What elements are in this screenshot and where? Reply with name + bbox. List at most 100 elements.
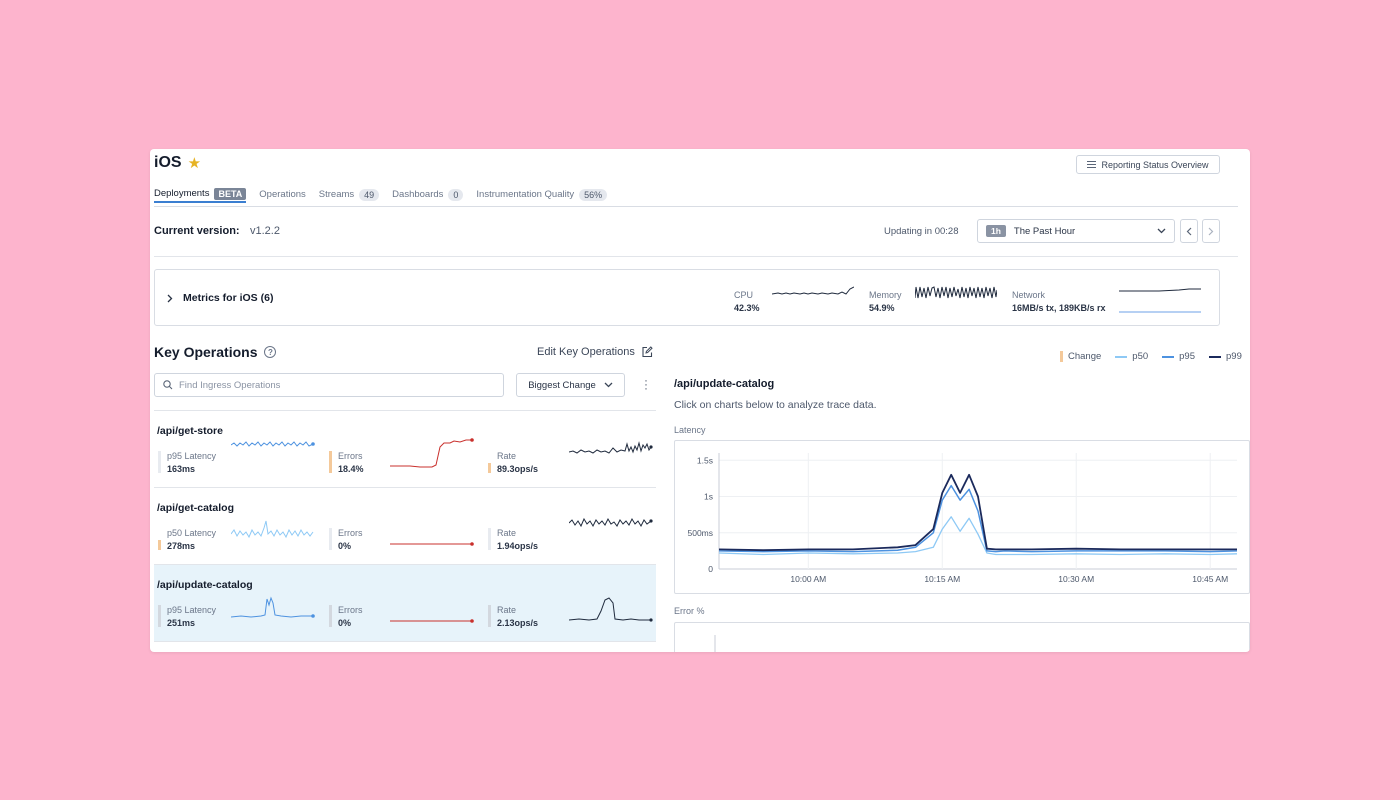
legend-p50[interactable]: p50 (1115, 351, 1148, 362)
tab-bar: Deployments BETA Operations Streams 49 D… (154, 186, 608, 203)
p50-swatch (1115, 355, 1128, 358)
rate-value: 1.94ops/s (497, 541, 539, 551)
errors-sparkline (390, 619, 474, 623)
change-bar (158, 605, 161, 627)
change-bar (488, 605, 491, 627)
network-metric: Network 16MB/s tx, 189KB/s rx (1012, 290, 1106, 313)
latency-chart-svg[interactable]: 0 500ms 1s 1.5s 10:00 AM 10:15 AM 10:30 AM 10:4… (675, 441, 1250, 595)
metrics-panel: Metrics for iOS (6) CPU 42.3% Memory 54.… (154, 269, 1220, 326)
errors-value: 18.4% (338, 464, 364, 474)
tab-instrumentation-quality[interactable]: Instrumentation Quality 56% (476, 186, 608, 203)
latency-sparkline (231, 596, 315, 618)
version-divider (154, 256, 1238, 257)
series-line-p95 (718, 484, 1238, 553)
search-field[interactable] (154, 373, 504, 397)
search-input[interactable] (179, 379, 479, 391)
help-icon[interactable]: ? (264, 346, 277, 358)
detail-hint: Click on charts below to analyze trace d… (674, 399, 877, 411)
memory-metric: Memory 54.9% (869, 290, 902, 313)
chevron-down-icon (604, 382, 613, 388)
change-bar (329, 451, 332, 473)
previous-range-button[interactable] (1180, 219, 1198, 243)
rate-sparkline (569, 597, 653, 622)
operation-row-get-store[interactable]: /api/get-store p95 Latency 163ms Errors … (154, 411, 656, 488)
errors-label: Errors (338, 605, 363, 615)
edit-key-operations-button[interactable]: Edit Key Operations (537, 346, 653, 358)
beta-badge: BETA (214, 187, 247, 200)
rate-stat: Rate 2.13ops/s (488, 605, 538, 628)
reporting-status-label: Reporting Status Overview (1101, 159, 1209, 170)
rate-label: Rate (497, 605, 517, 615)
latency-stat: p50 Latency 278ms (158, 528, 216, 551)
tab-dashboards[interactable]: Dashboards 0 (392, 186, 464, 203)
rate-stat: Rate 1.94ops/s (488, 528, 538, 551)
legend-change[interactable]: Change (1060, 351, 1101, 362)
x-tick-label: 10:00 AM (790, 574, 826, 584)
star-icon[interactable]: ★ (187, 155, 202, 172)
operations-divider (154, 410, 656, 411)
errors-value: 0% (338, 541, 352, 551)
chevron-left-icon (1186, 227, 1192, 235)
tab-operations[interactable]: Operations (259, 186, 305, 203)
key-operations-title: Key Operations (154, 344, 258, 360)
app-window: iOS ★ Reporting Status Overview Deployme… (150, 149, 1250, 652)
error-chart[interactable] (674, 622, 1250, 652)
metrics-toggle[interactable]: Metrics for iOS (6) (167, 292, 273, 304)
current-version-label: Current version: (154, 225, 240, 237)
latency-stat: p95 Latency 163ms (158, 451, 216, 474)
more-options-icon[interactable]: · · · (644, 373, 648, 395)
legend-p95[interactable]: p95 (1162, 351, 1195, 362)
cpu-sparkline (772, 286, 854, 295)
tab-label: Operations (259, 189, 306, 200)
legend-p99[interactable]: p99 (1209, 351, 1242, 362)
legend-change-label: Change (1068, 351, 1102, 362)
next-range-button[interactable] (1202, 219, 1220, 243)
memory-label: Memory (869, 290, 902, 300)
error-chart-label: Error % (674, 606, 705, 616)
latency-chart[interactable]: 0 500ms 1s 1.5s 10:00 AM 10:15 AM 10:30 AM 10:4… (674, 440, 1250, 594)
operation-row-get-catalog[interactable]: /api/get-catalog p50 Latency 278ms Error… (154, 488, 656, 565)
detail-title: /api/update-catalog (674, 378, 775, 390)
change-swatch (1060, 351, 1063, 362)
change-bar (329, 528, 332, 550)
latency-value: 278ms (167, 541, 196, 551)
tab-streams[interactable]: Streams 49 (319, 186, 380, 203)
metrics-title-text: Metrics for iOS (6) (183, 292, 274, 304)
rate-sparkline (569, 441, 653, 454)
change-bar (158, 451, 161, 473)
count-badge: 49 (359, 188, 380, 201)
legend-p50-label: p50 (1132, 351, 1149, 362)
p95-swatch (1162, 355, 1175, 358)
legend-p99-label: p99 (1226, 351, 1242, 362)
tab-label: Deployments (154, 188, 210, 199)
change-bar (329, 605, 332, 627)
errors-sparkline (390, 438, 474, 468)
rate-sparkline (569, 517, 653, 528)
rate-label: Rate (497, 451, 517, 461)
edit-icon (642, 346, 653, 358)
operation-name: /api/get-catalog (157, 502, 235, 514)
tabs-divider (154, 206, 1238, 207)
operation-name: /api/get-store (157, 425, 223, 437)
x-tick-label: 10:45 AM (1192, 574, 1228, 584)
chart-legend: Change p50 p95 p99 (1060, 351, 1242, 362)
cpu-value: 42.3% (734, 303, 760, 313)
errors-value: 0% (338, 618, 352, 628)
chevron-down-icon (1157, 228, 1166, 234)
page-title-text: iOS (154, 154, 182, 171)
chevron-right-icon (1208, 227, 1214, 235)
time-range-select[interactable]: 1h The Past Hour (977, 219, 1175, 243)
y-tick-label: 1.5s (697, 455, 713, 465)
errors-stat: Errors 0% (329, 605, 363, 628)
errors-label: Errors (338, 528, 363, 538)
errors-stat: Errors 0% (329, 528, 363, 551)
error-chart-svg[interactable] (675, 623, 1250, 652)
change-bar (488, 463, 491, 473)
tab-deployments[interactable]: Deployments BETA (154, 186, 247, 203)
operation-row-update-catalog[interactable]: /api/update-catalog p95 Latency 251ms Er… (154, 565, 656, 642)
range-label: The Past Hour (1013, 225, 1076, 237)
reporting-status-button[interactable]: Reporting Status Overview (1076, 155, 1220, 174)
current-version-value: v1.2.2 (250, 225, 280, 237)
sort-select[interactable]: Biggest Change (516, 373, 625, 397)
y-tick-label: 1s (704, 492, 713, 502)
